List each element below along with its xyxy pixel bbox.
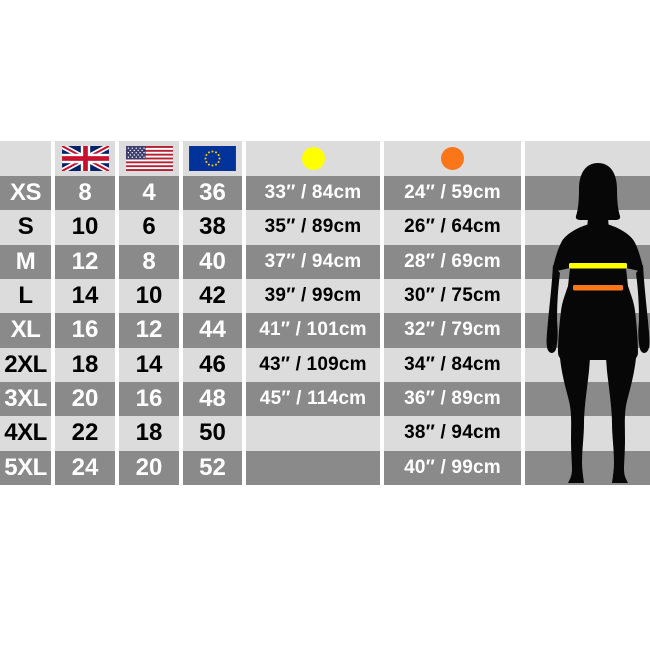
eu-size-cell: 46 <box>183 347 242 382</box>
waist-cell: 40″ / 99cm <box>384 450 521 485</box>
figure-backdrop-cell <box>525 416 650 451</box>
us-size-cell: 20 <box>119 450 179 485</box>
waist-cell: 28″ / 69cm <box>384 244 521 279</box>
us-size-cell: 6 <box>119 210 179 245</box>
waist-line <box>573 285 623 291</box>
bust-cell: 35″ / 89cm <box>246 210 380 245</box>
bust-cell: 39″ / 99cm <box>246 278 380 314</box>
waist-cell: 34″ / 84cm <box>384 347 521 382</box>
bust-dot-icon <box>301 147 325 170</box>
header-waist-cell <box>384 141 521 176</box>
waist-cell: 24″ / 59cm <box>384 176 521 211</box>
uk-size-cell: 20 <box>55 381 115 417</box>
us-flag-icon <box>125 146 173 171</box>
bust-cell <box>246 450 380 485</box>
waist-cell: 32″ / 79cm <box>384 313 521 348</box>
size-chart-table: XS 8 4 36 33″ / 84cm 24″ / 59cm S 10 6 3… <box>0 141 650 485</box>
waist-cell: 30″ / 75cm <box>384 278 521 314</box>
us-size-cell: 18 <box>119 416 179 451</box>
us-size-cell: 10 <box>119 278 179 314</box>
silhouette-left-leg <box>560 358 590 483</box>
silhouette-right-leg <box>606 358 636 483</box>
eu-size-cell: 42 <box>183 278 242 314</box>
bust-cell: 43″ / 109cm <box>246 347 380 382</box>
bust-cell: 33″ / 84cm <box>246 176 380 211</box>
figure-backdrop-cell <box>525 450 650 485</box>
uk-size-cell: 16 <box>55 313 115 348</box>
us-size-cell: 12 <box>119 313 179 348</box>
size-cell: XL <box>0 313 51 348</box>
uk-size-cell: 14 <box>55 278 115 314</box>
waist-dot-icon <box>441 147 464 170</box>
waist-cell: 36″ / 89cm <box>384 381 521 417</box>
header-size-cell <box>0 141 51 176</box>
size-cell: 3XL <box>0 381 51 417</box>
uk-size-cell: 18 <box>55 347 115 382</box>
eu-size-cell: 44 <box>183 313 242 348</box>
uk-flag-icon <box>61 146 109 171</box>
silhouette-torso <box>552 223 644 360</box>
silhouette-left-arm <box>546 265 560 353</box>
uk-size-cell: 24 <box>55 450 115 485</box>
bust-line <box>569 263 627 269</box>
bust-cell: 37″ / 94cm <box>246 244 380 279</box>
uk-size-cell: 8 <box>55 176 115 211</box>
header-bust-cell <box>246 141 380 176</box>
waist-cell: 38″ / 94cm <box>384 416 521 451</box>
eu-size-cell: 40 <box>183 244 242 279</box>
waist-cell: 26″ / 64cm <box>384 210 521 245</box>
woman-silhouette <box>546 163 650 483</box>
bust-cell: 41″ / 101cm <box>246 313 380 348</box>
size-cell: 2XL <box>0 347 51 382</box>
silhouette-right-arm <box>636 265 650 353</box>
eu-size-cell: 52 <box>183 450 242 485</box>
eu-size-cell: 50 <box>183 416 242 451</box>
us-size-cell: 4 <box>119 176 179 211</box>
uk-size-cell: 22 <box>55 416 115 451</box>
us-size-cell: 14 <box>119 347 179 382</box>
header-eu-cell <box>183 141 242 176</box>
eu-flag-icon <box>189 146 236 171</box>
size-cell: 4XL <box>0 416 51 451</box>
uk-size-cell: 12 <box>55 244 115 279</box>
size-cell: M <box>0 244 51 279</box>
size-cell: S <box>0 210 51 245</box>
eu-size-cell: 38 <box>183 210 242 245</box>
bust-cell <box>246 416 380 451</box>
bust-cell: 45″ / 114cm <box>246 381 380 417</box>
size-cell: L <box>0 278 51 314</box>
size-cell: XS <box>0 176 51 211</box>
header-us-cell <box>119 141 179 176</box>
header-uk-cell <box>55 141 115 176</box>
eu-size-cell: 36 <box>183 176 242 211</box>
eu-size-cell: 48 <box>183 381 242 417</box>
size-cell: 5XL <box>0 450 51 485</box>
us-size-cell: 16 <box>119 381 179 417</box>
us-size-cell: 8 <box>119 244 179 279</box>
uk-size-cell: 10 <box>55 210 115 245</box>
silhouette-hair-head <box>575 163 621 220</box>
